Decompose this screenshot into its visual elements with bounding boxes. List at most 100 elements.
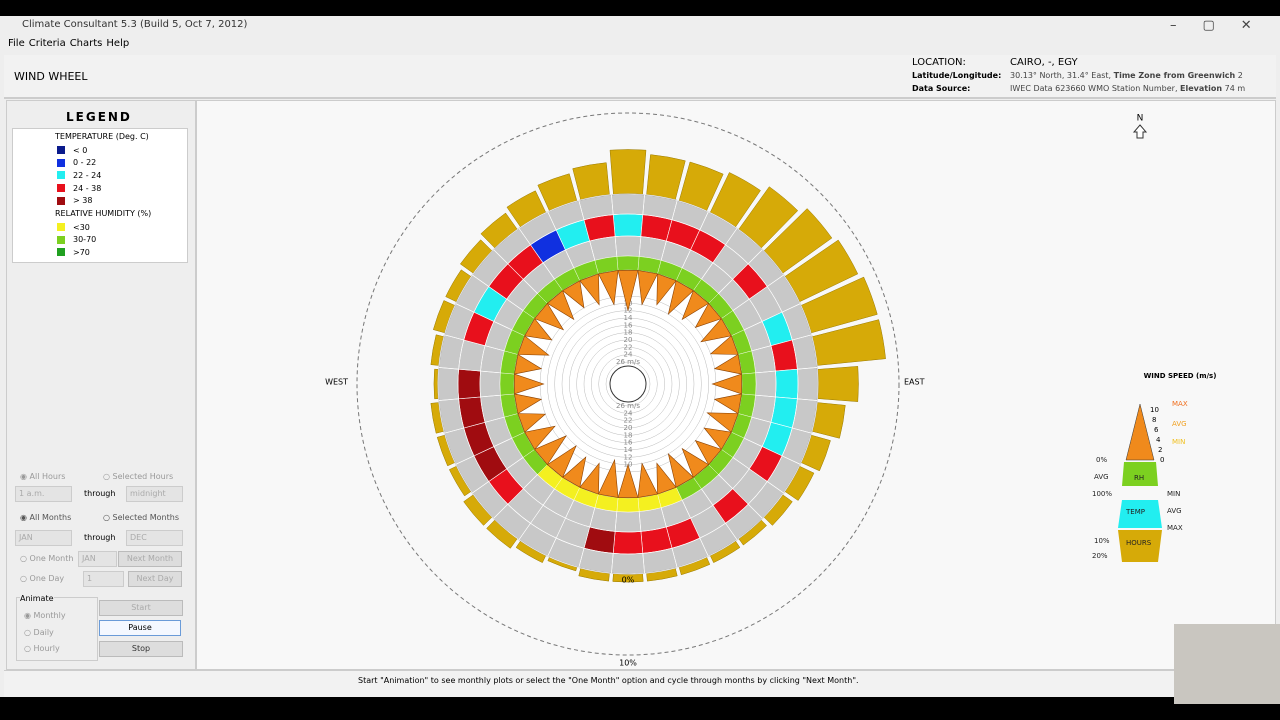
dropdown[interactable]: 1 bbox=[83, 571, 124, 587]
speed-spike bbox=[546, 444, 577, 478]
elev: 74 m bbox=[1224, 84, 1246, 93]
legend-label: 0 - 22 bbox=[73, 158, 97, 168]
legend-item: 22 - 24 bbox=[57, 169, 101, 182]
loc-label: LOCATION: bbox=[912, 57, 966, 68]
speed-spike bbox=[598, 458, 619, 498]
speed-ring bbox=[569, 325, 687, 443]
speed-label: 24 bbox=[624, 351, 633, 359]
speed-label: 16 bbox=[624, 439, 633, 447]
legend-label: > 38 bbox=[73, 196, 93, 206]
status-text: Start "Animation" to see monthly plots o… bbox=[358, 676, 859, 685]
legend-item: 24 - 38 bbox=[57, 182, 101, 195]
speed-legend-text: 20% bbox=[1092, 552, 1108, 560]
speed-legend-tick: 4 bbox=[1156, 436, 1161, 444]
legend-label: 24 - 38 bbox=[73, 183, 102, 193]
speed-ring bbox=[605, 361, 651, 407]
speed-spike bbox=[579, 273, 600, 306]
radio[interactable]: ○ Daily bbox=[24, 628, 54, 637]
radio[interactable]: ○ One Day bbox=[20, 574, 65, 583]
north-label: N bbox=[1137, 114, 1144, 124]
through: through bbox=[84, 489, 116, 498]
speed-legend-text: MAX bbox=[1172, 400, 1188, 408]
speed-ring bbox=[598, 354, 658, 414]
speed-spike bbox=[517, 413, 547, 433]
rh-title: RELATIVE HUMIDITY (%) bbox=[55, 209, 152, 218]
dropdown[interactable]: midnight bbox=[126, 486, 183, 502]
rh-cell bbox=[616, 255, 640, 271]
elev-label: Elevation bbox=[1180, 84, 1223, 93]
menu-item[interactable]: Charts bbox=[69, 38, 103, 49]
speed-label: 26 m/s bbox=[616, 358, 640, 366]
speed-spike bbox=[709, 335, 739, 355]
speed-spike bbox=[524, 318, 553, 341]
temp-title: TEMPERATURE (Deg. C) bbox=[55, 132, 149, 141]
speed-label: 16 bbox=[624, 321, 633, 329]
radio[interactable]: ○ Hourly bbox=[24, 644, 60, 653]
speed-spike bbox=[546, 290, 575, 321]
ring-cell bbox=[578, 194, 614, 221]
hours-bar bbox=[817, 366, 859, 402]
hours-tick-label: 0% bbox=[622, 576, 635, 585]
rh-cell bbox=[616, 497, 640, 513]
speed-legend-tick: 6 bbox=[1154, 426, 1159, 434]
speed-spike bbox=[681, 447, 710, 478]
radio[interactable]: ◉ All Months bbox=[20, 513, 72, 522]
dropdown[interactable]: JAN bbox=[15, 530, 72, 546]
north-arrow bbox=[1132, 124, 1148, 139]
speed-legend-text: 100% bbox=[1092, 490, 1112, 498]
next-day-button[interactable]: Next Day bbox=[128, 571, 182, 587]
speed-spike bbox=[713, 393, 742, 414]
speed-legend-text: AVG bbox=[1094, 473, 1109, 481]
rh-cell bbox=[499, 372, 515, 396]
dropdown[interactable]: 1 a.m. bbox=[15, 486, 72, 502]
speed-legend-text: AVG bbox=[1172, 420, 1187, 428]
legend-item: >70 bbox=[57, 246, 96, 259]
radio[interactable]: ○ Selected Hours bbox=[103, 472, 174, 481]
legend-label: < 0 bbox=[73, 145, 88, 155]
speed-spike bbox=[706, 412, 739, 433]
dropdown[interactable]: DEC bbox=[126, 530, 183, 546]
speed-label: 22 bbox=[624, 343, 633, 351]
hourly: Hourly bbox=[33, 644, 60, 653]
selected-hours: Selected Hours bbox=[112, 472, 174, 481]
latlon: 30.13° North, 31.4° East, Time Zone from… bbox=[1010, 71, 1243, 80]
speed-spike bbox=[637, 270, 658, 306]
dropdown[interactable]: JAN bbox=[78, 551, 117, 567]
speed-spike bbox=[514, 354, 543, 375]
radio[interactable]: ○ One Month bbox=[20, 554, 74, 563]
speed-spike bbox=[579, 462, 600, 495]
start-button[interactable]: Start bbox=[99, 600, 183, 616]
menu-item[interactable]: Help bbox=[106, 38, 130, 49]
legend-swatch bbox=[57, 184, 65, 193]
radio[interactable]: ◉ Monthly bbox=[24, 611, 66, 620]
speed-spike bbox=[637, 462, 658, 498]
temp-cell bbox=[775, 368, 799, 400]
speed-spike bbox=[700, 318, 732, 343]
pause-button[interactable]: Pause bbox=[99, 620, 181, 636]
speed-label: 20 bbox=[624, 336, 633, 344]
next-month-button[interactable]: Next Month bbox=[118, 551, 182, 567]
stop-button[interactable]: Stop bbox=[99, 641, 183, 657]
speed-legend-tick: 10 bbox=[1150, 406, 1159, 414]
window-buttons[interactable]: –▢✕ bbox=[1170, 18, 1278, 33]
temp-cell bbox=[612, 531, 644, 555]
legend-hours bbox=[1118, 530, 1162, 562]
animate-label: Animate bbox=[20, 594, 54, 603]
legend-label: 22 - 24 bbox=[73, 170, 102, 180]
menu-item[interactable]: File bbox=[8, 38, 25, 49]
speed-legend-tick: 8 bbox=[1152, 416, 1156, 424]
radio[interactable]: ○ Selected Months bbox=[103, 513, 179, 522]
speed-label: 24 bbox=[624, 409, 633, 417]
hours-bar bbox=[609, 149, 647, 195]
speed-legend-text: TEMP bbox=[1125, 508, 1145, 516]
west-label: WEST bbox=[325, 378, 348, 387]
view-title: WIND WHEEL bbox=[14, 70, 88, 83]
speed-legend-text: HOURS bbox=[1126, 539, 1152, 547]
legend-swatch bbox=[57, 196, 65, 205]
legend-item: > 38 bbox=[57, 194, 101, 207]
radio[interactable]: ◉ All Hours bbox=[20, 472, 66, 481]
menu-item[interactable]: Criteria bbox=[28, 38, 66, 49]
speed-label: 18 bbox=[624, 431, 633, 439]
speed-spike bbox=[656, 462, 677, 495]
